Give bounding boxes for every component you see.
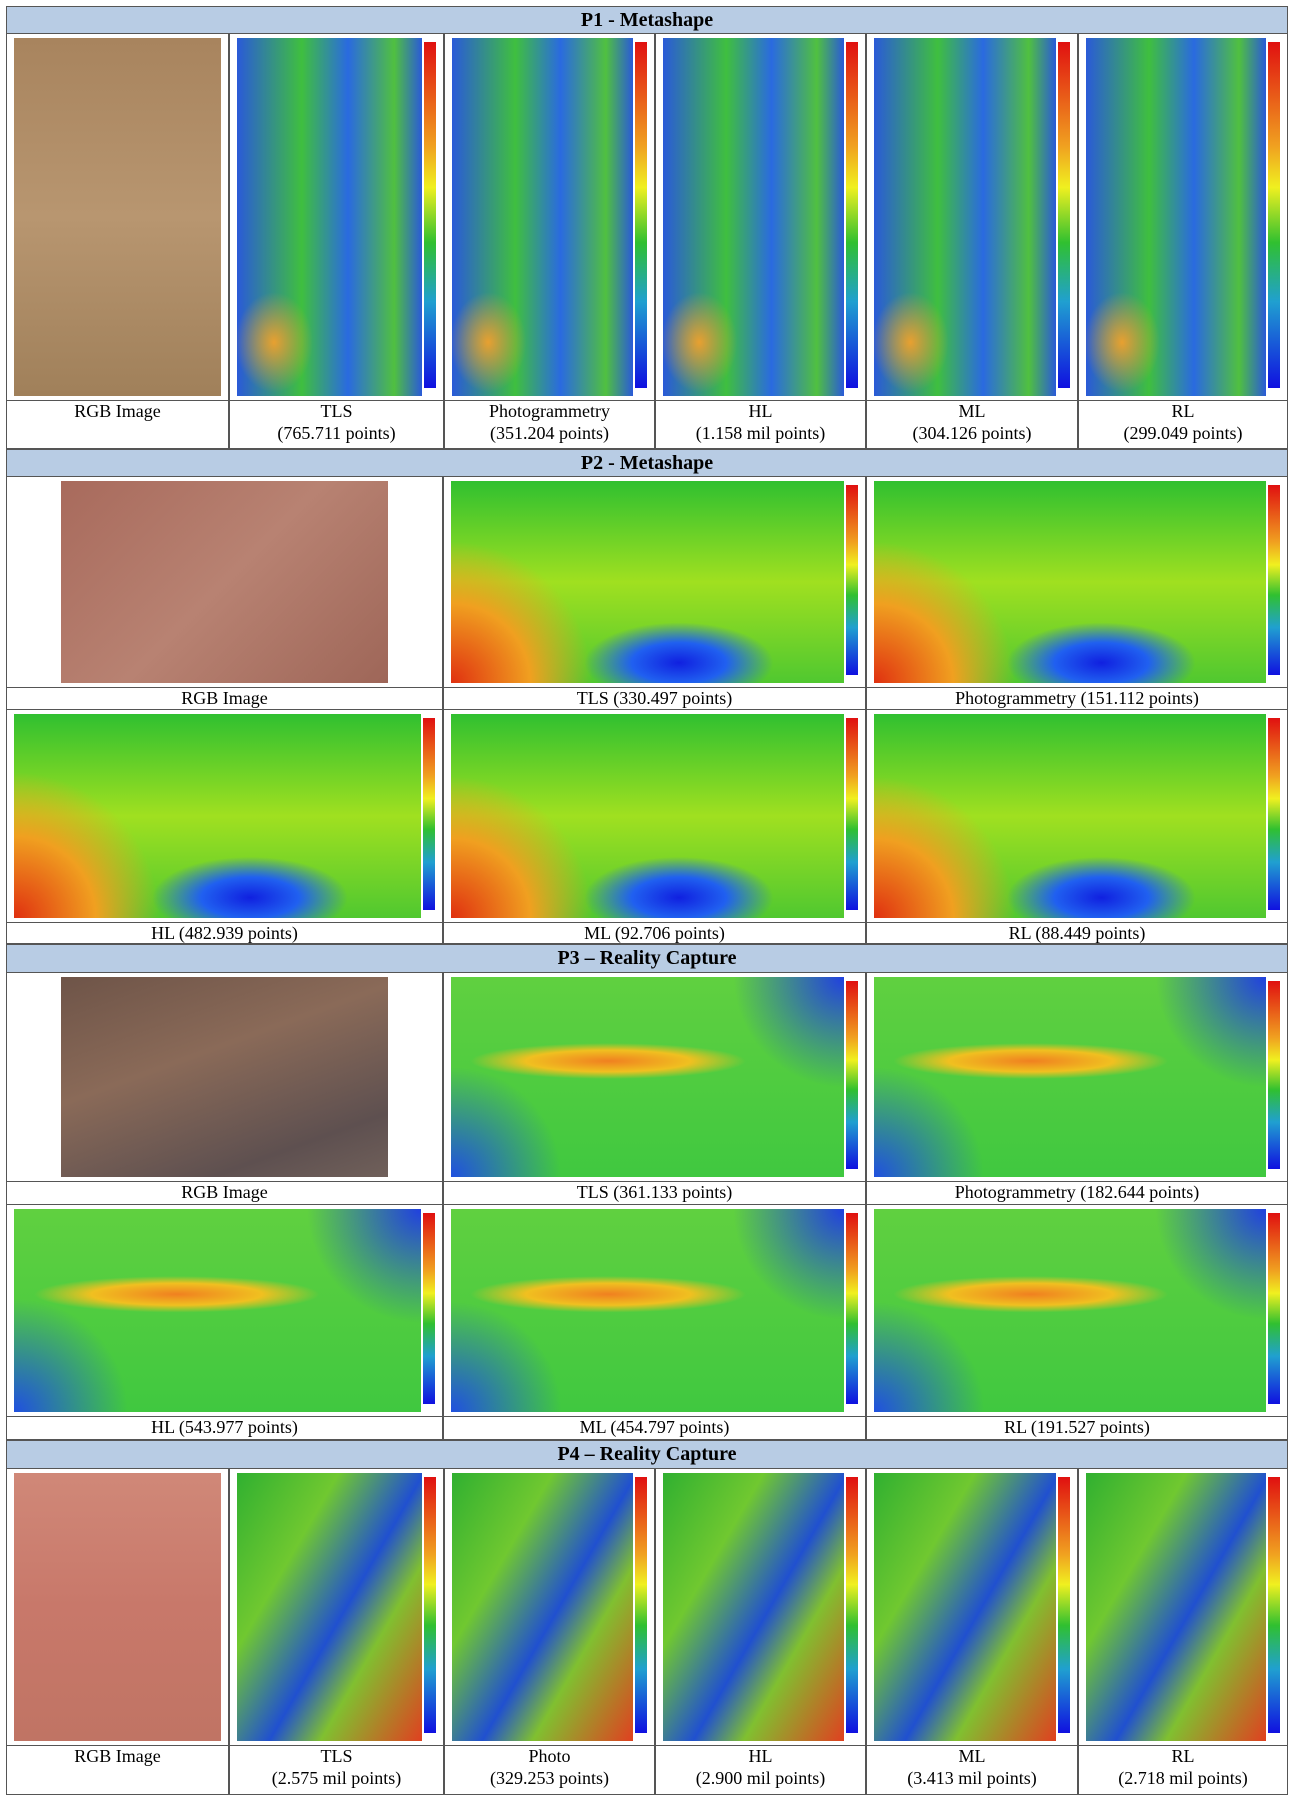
deviation-map xyxy=(14,1209,421,1412)
color-scale xyxy=(1268,42,1280,388)
caption-points: (329.253 points) xyxy=(444,1767,655,1789)
caption-points: (3.413 mil points) xyxy=(866,1767,1078,1789)
caption-points: (1.158 mil points) xyxy=(655,422,866,444)
color-scale xyxy=(1268,718,1280,910)
color-scale xyxy=(1268,1213,1280,1404)
caption: HL (543.977 points) xyxy=(6,1416,443,1438)
caption: HL xyxy=(655,1745,866,1767)
caption-points: (2.718 mil points) xyxy=(1078,1767,1288,1789)
color-scale xyxy=(423,718,435,910)
deviation-map xyxy=(874,1209,1266,1412)
deviation-map xyxy=(1086,38,1266,396)
deviation-map xyxy=(663,38,844,396)
caption: ML xyxy=(866,1745,1078,1767)
caption: RL xyxy=(1078,1745,1288,1767)
caption-points: (2.900 mil points) xyxy=(655,1767,866,1789)
color-scale xyxy=(1268,485,1280,675)
caption: RL (191.527 points) xyxy=(866,1416,1288,1438)
rgb-image xyxy=(14,38,221,396)
caption: Photogrammetry (151.112 points) xyxy=(866,687,1288,709)
color-scale xyxy=(1268,1477,1280,1733)
caption-points: (351.204 points) xyxy=(444,422,655,444)
color-scale xyxy=(424,1477,436,1733)
caption: Photo xyxy=(444,1745,655,1767)
caption: RL (88.449 points) xyxy=(866,922,1288,944)
deviation-map xyxy=(874,38,1056,396)
caption: RGB Image xyxy=(6,400,229,422)
caption: ML xyxy=(866,400,1078,422)
caption: TLS xyxy=(229,1745,444,1767)
caption: TLS xyxy=(229,400,444,422)
deviation-map xyxy=(1086,1473,1266,1741)
caption-points: (299.049 points) xyxy=(1078,422,1288,444)
section-header: P4 – Reality Capture xyxy=(6,1440,1288,1469)
deviation-map xyxy=(237,1473,422,1741)
caption: TLS (330.497 points) xyxy=(443,687,866,709)
deviation-map xyxy=(451,1209,844,1412)
color-scale xyxy=(1268,981,1280,1169)
rgb-image xyxy=(61,481,389,683)
color-scale xyxy=(635,42,647,388)
caption: RGB Image xyxy=(6,687,443,709)
deviation-map xyxy=(874,977,1266,1177)
deviation-map xyxy=(874,481,1266,683)
section-header: P2 - Metashape xyxy=(6,449,1288,477)
caption: RGB Image xyxy=(6,1181,443,1203)
color-scale xyxy=(635,1477,647,1733)
color-scale xyxy=(846,981,858,1169)
deviation-map xyxy=(14,714,421,918)
color-scale xyxy=(424,42,436,388)
caption: RL xyxy=(1078,400,1288,422)
section-header: P3 – Reality Capture xyxy=(6,944,1288,973)
color-scale xyxy=(1058,42,1070,388)
caption-points: (765.711 points) xyxy=(229,422,444,444)
color-scale xyxy=(1058,1477,1070,1733)
caption: Photogrammetry (182.644 points) xyxy=(866,1181,1288,1203)
deviation-map xyxy=(451,714,844,918)
deviation-map xyxy=(451,481,844,683)
deviation-map xyxy=(874,1473,1056,1741)
rgb-image xyxy=(61,977,389,1177)
color-scale xyxy=(846,1477,858,1733)
caption: RGB Image xyxy=(6,1745,229,1767)
caption: ML (92.706 points) xyxy=(443,922,866,944)
caption: Photogrammetry xyxy=(444,400,655,422)
deviation-map xyxy=(663,1473,844,1741)
color-scale xyxy=(423,1213,435,1404)
caption: HL xyxy=(655,400,866,422)
deviation-map xyxy=(874,714,1266,918)
deviation-map xyxy=(237,38,422,396)
caption-points: (304.126 points) xyxy=(866,422,1078,444)
deviation-map xyxy=(451,977,844,1177)
caption: HL (482.939 points) xyxy=(6,922,443,944)
deviation-map xyxy=(452,1473,633,1741)
color-scale xyxy=(846,485,858,675)
color-scale xyxy=(846,1213,858,1404)
caption-points: (2.575 mil points) xyxy=(229,1767,444,1789)
rgb-image xyxy=(14,1473,221,1741)
deviation-map xyxy=(452,38,633,396)
section-header: P1 - Metashape xyxy=(6,6,1288,34)
color-scale xyxy=(846,718,858,910)
color-scale xyxy=(846,42,858,388)
caption: TLS (361.133 points) xyxy=(443,1181,866,1203)
caption: ML (454.797 points) xyxy=(443,1416,866,1438)
page: (() => { const data = JSON.parse(documen… xyxy=(0,0,1293,1803)
